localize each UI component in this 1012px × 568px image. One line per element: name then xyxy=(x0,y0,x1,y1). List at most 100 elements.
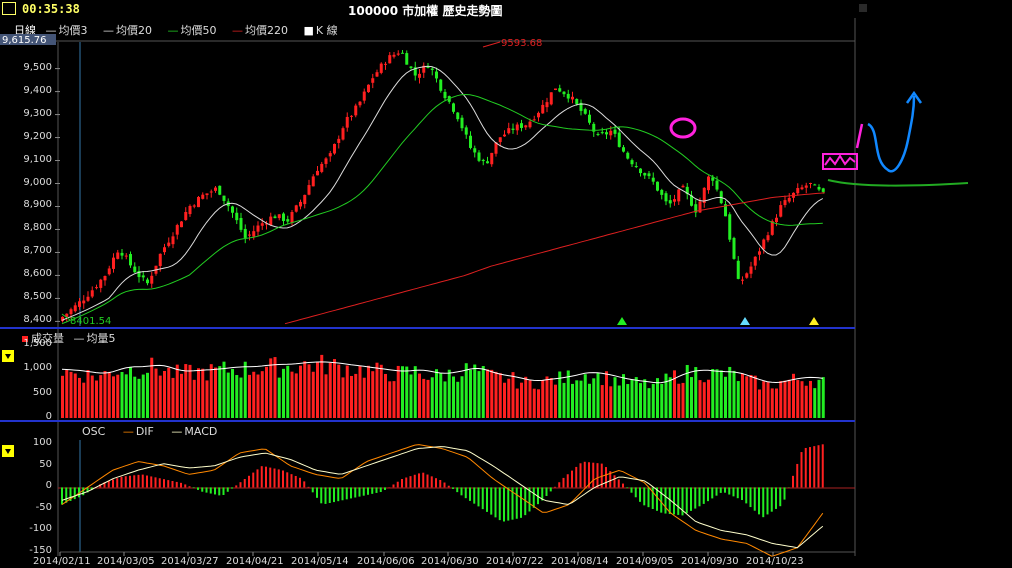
volume-bar xyxy=(375,362,379,418)
candle-body xyxy=(464,127,468,135)
volume-bar xyxy=(562,382,566,418)
candle-body xyxy=(396,53,400,55)
candle-body xyxy=(452,103,455,112)
candle-body xyxy=(405,53,409,65)
volume-bar xyxy=(290,371,294,418)
volume-bar xyxy=(660,383,664,418)
volume-bar xyxy=(719,370,723,418)
volume-bar xyxy=(243,361,247,418)
volume-bar xyxy=(809,380,812,418)
candle-body xyxy=(350,115,353,117)
volume-bar xyxy=(681,382,685,418)
volume-bar xyxy=(558,371,562,418)
candle-body xyxy=(69,309,73,315)
candle-body xyxy=(770,221,774,235)
volume-bar xyxy=(282,368,285,418)
candle-body xyxy=(690,195,693,206)
macd-y-tick: -150 xyxy=(29,545,52,556)
drawn-box-annotation xyxy=(822,153,858,170)
candle-body xyxy=(303,194,307,205)
high-pointer xyxy=(482,41,501,48)
candle-body xyxy=(473,148,477,153)
price-y-tick: 8,500 xyxy=(23,291,52,303)
volume-bar xyxy=(392,381,396,418)
candle-body xyxy=(367,84,370,93)
volume-y-tick: 1,000 xyxy=(23,362,52,374)
volume-bar xyxy=(685,364,689,418)
volume-bar xyxy=(690,377,693,418)
candle-body xyxy=(192,205,196,207)
candle-body xyxy=(541,104,545,114)
volume-bar xyxy=(664,373,668,418)
macd-y-tick: -50 xyxy=(35,501,52,513)
candle-body xyxy=(460,117,464,129)
candle-body xyxy=(800,187,804,190)
candle-body xyxy=(116,252,120,259)
volume-ma-swatch: — xyxy=(73,332,85,345)
volume-bar xyxy=(545,376,549,418)
candle-body xyxy=(498,137,502,143)
candle-body xyxy=(486,161,489,164)
volume-bar xyxy=(141,374,145,418)
candle-body xyxy=(184,212,188,220)
volume-y-tick: 1,500 xyxy=(23,337,52,349)
x-axis-date-tick: 2014/03/05 xyxy=(97,556,155,567)
volume-bar xyxy=(188,364,192,418)
candle-body xyxy=(503,134,506,137)
volume-bar xyxy=(358,365,362,418)
x-axis-date-tick: 2014/09/30 xyxy=(681,556,739,567)
candle-body xyxy=(129,254,132,266)
volume-bar xyxy=(711,368,715,418)
volume-bar xyxy=(239,377,243,418)
candle-body xyxy=(277,214,281,219)
candle-body xyxy=(596,133,600,135)
volume-bar xyxy=(197,368,200,418)
candle-body xyxy=(711,177,715,181)
candle-body xyxy=(214,187,217,191)
candle-body xyxy=(732,237,736,259)
volume-bar xyxy=(78,377,81,418)
volume-bar xyxy=(443,381,447,418)
period-label[interactable]: 日線 xyxy=(14,24,36,37)
volume-bar xyxy=(656,378,659,418)
volume-bar xyxy=(150,357,154,418)
volume-bar xyxy=(192,379,196,418)
candle-body xyxy=(549,92,553,105)
price-y-tick: 9,100 xyxy=(23,153,52,165)
volume-bar xyxy=(775,388,778,418)
volume-bar xyxy=(490,369,494,418)
volume-bar xyxy=(277,377,281,418)
volume-bar xyxy=(707,379,710,418)
osc-label: OSC xyxy=(82,425,106,438)
volume-bar xyxy=(226,372,230,418)
signal-marker-1 xyxy=(617,317,627,325)
volume-bar xyxy=(73,373,77,418)
volume-bar xyxy=(171,377,175,418)
macd-collapse-icon[interactable] xyxy=(2,445,14,457)
volume-bar xyxy=(473,364,477,418)
candle-body xyxy=(715,180,719,190)
volume-bar xyxy=(354,373,358,418)
price-y-tick: 8,400 xyxy=(23,314,52,326)
candle-body xyxy=(384,63,387,65)
candle-body xyxy=(724,204,727,217)
candle-body xyxy=(375,72,379,77)
x-axis-date-tick: 2014/04/21 xyxy=(226,556,284,567)
candle-body xyxy=(107,268,111,275)
candle-body xyxy=(554,88,557,90)
price-y-tick: 8,700 xyxy=(23,245,52,257)
candle-body xyxy=(401,52,404,54)
candle-body xyxy=(600,132,604,134)
candle-body xyxy=(745,273,749,278)
volume-bar xyxy=(549,378,553,418)
candle-body xyxy=(197,196,200,208)
candle-body xyxy=(630,160,634,165)
candle-body xyxy=(158,253,162,267)
volume-bar xyxy=(566,370,570,418)
volume-bar xyxy=(532,388,536,418)
candle-body xyxy=(320,163,324,172)
volume-bar xyxy=(626,384,630,418)
candle-body xyxy=(736,260,740,279)
volume-collapse-icon[interactable] xyxy=(2,350,14,362)
volume-bar xyxy=(435,369,438,418)
